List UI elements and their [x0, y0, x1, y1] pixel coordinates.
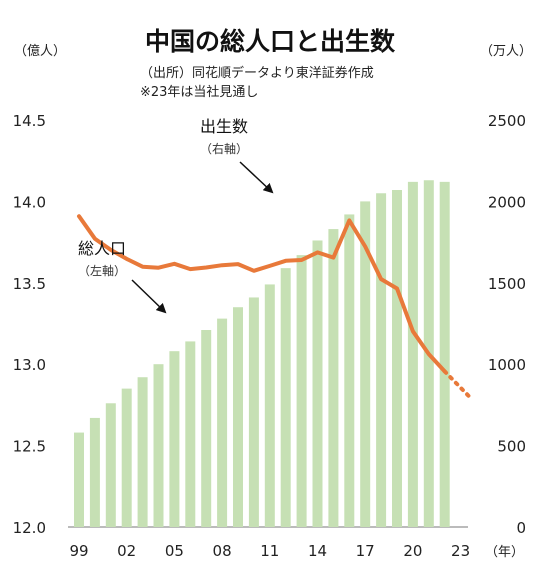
- left-axis-tick-label: 13.5: [13, 275, 46, 293]
- right-axis-tick-label: 2000: [488, 193, 526, 211]
- population-bar: [344, 214, 355, 527]
- population-bar: [248, 297, 259, 527]
- population-bar: [169, 351, 180, 527]
- population-bar: [121, 388, 132, 527]
- x-axis-ticks: 99 02 05 08 11 14 17 20 23: [69, 542, 470, 560]
- left-axis-tick-label: 14.5: [13, 112, 46, 130]
- right-axis-tick-label: 1500: [488, 275, 526, 293]
- left-axis-unit: （億人）: [14, 44, 67, 59]
- source-line-1: （出所）同花順データより東洋証券作成: [140, 66, 374, 81]
- right-axis-tick-label: 0: [516, 519, 526, 537]
- x-axis-tick-label: 17: [356, 542, 375, 560]
- right-axis-tick-label: 2500: [488, 112, 526, 130]
- population-bar: [439, 181, 450, 527]
- births-annotation: 出生数 （右軸）: [200, 117, 274, 194]
- population-bar: [264, 284, 275, 527]
- x-axis-unit: （年）: [485, 545, 524, 560]
- x-axis-tick-label: 99: [69, 542, 88, 560]
- right-axis-tick-label: 500: [497, 438, 526, 456]
- x-axis-tick-label: 02: [117, 542, 136, 560]
- population-bar: [137, 377, 148, 527]
- left-axis-tick-label: 12.0: [13, 519, 46, 537]
- births-forecast-line: [442, 369, 475, 402]
- source-note: （出所）同花順データより東洋証券作成 ※23年は当社見通し: [140, 64, 374, 102]
- population-bar: [105, 403, 116, 527]
- x-axis-tick-label: 23: [451, 542, 470, 560]
- x-axis-tick-label: 05: [165, 542, 184, 560]
- population-bar: [89, 417, 100, 527]
- population-bar: [312, 240, 323, 528]
- right-axis-tick-label: 1000: [488, 356, 526, 374]
- x-axis-tick-label: 20: [403, 542, 422, 560]
- population-bar: [328, 229, 339, 528]
- left-axis-ticks: 12.0 12.5 13.0 13.5 14.0 14.5: [13, 112, 46, 537]
- births-arrow: [239, 161, 274, 194]
- right-axis-unit: （万人）: [480, 44, 533, 59]
- population-bar: [360, 201, 371, 527]
- population-bar: [153, 364, 164, 527]
- x-axis-tick-label: 14: [308, 542, 327, 560]
- chart-title: 中国の総人口と出生数: [144, 27, 395, 56]
- x-axis-tick-label: 11: [260, 542, 279, 560]
- source-line-2: ※23年は当社見通し: [140, 85, 259, 100]
- population-bar: [407, 181, 418, 527]
- population-bars: [74, 180, 450, 528]
- left-axis-tick-label: 12.5: [13, 438, 46, 456]
- population-bar: [201, 330, 212, 527]
- population-bar: [185, 341, 196, 527]
- population-annotation: 総人口 （左軸）: [78, 239, 167, 314]
- population-label: 総人口: [78, 239, 126, 258]
- population-bar: [296, 255, 307, 527]
- population-bar: [280, 268, 291, 527]
- population-bar: [74, 432, 84, 527]
- population-arrow: [131, 279, 167, 314]
- population-bar: [217, 318, 228, 527]
- population-axis-note: （左軸）: [78, 263, 126, 278]
- left-axis-tick-label: 14.0: [13, 193, 46, 211]
- births-line: [77, 214, 447, 374]
- births-label: 出生数: [200, 117, 248, 136]
- births-axis-note: （右軸）: [200, 141, 248, 156]
- population-bar: [392, 190, 402, 527]
- right-axis-ticks: 0 500 1000 1500 2000 2500: [488, 112, 526, 537]
- x-axis-tick-label: 08: [213, 542, 232, 560]
- population-bar: [233, 307, 243, 527]
- population-bar: [376, 193, 387, 527]
- left-axis-tick-label: 13.0: [13, 356, 46, 374]
